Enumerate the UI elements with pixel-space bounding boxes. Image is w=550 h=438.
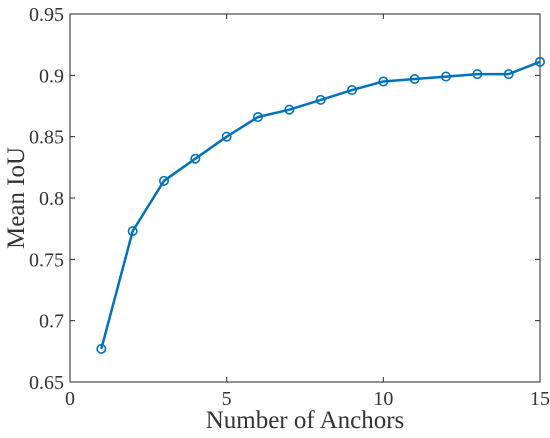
y-tick-label: 0.95 xyxy=(29,4,64,26)
data-point xyxy=(472,69,483,80)
y-axis-label: Mean IoU xyxy=(3,147,30,249)
x-axis: 0 5 10 15 xyxy=(65,14,550,410)
y-tick-label: 0.65 xyxy=(29,372,64,394)
x-tick-label: 5 xyxy=(222,388,232,410)
series-layer xyxy=(96,56,545,354)
data-point xyxy=(190,153,201,164)
plot-area xyxy=(69,13,541,383)
x-tick-label: 10 xyxy=(373,388,393,410)
data-point xyxy=(378,76,389,87)
y-tick-label: 0.75 xyxy=(29,249,64,271)
y-tick-label: 0.85 xyxy=(29,127,64,149)
series-line xyxy=(100,60,541,350)
y-axis: 0.65 0.7 0.75 0.8 0.85 0.9 0.95 xyxy=(29,4,540,394)
x-tick-label: 0 xyxy=(65,388,75,410)
data-point xyxy=(409,74,420,85)
x-axis-label: Number of Anchors xyxy=(206,407,405,434)
data-point xyxy=(284,104,295,115)
data-point xyxy=(253,112,264,123)
data-point xyxy=(315,94,326,105)
y-tick-label: 0.7 xyxy=(39,311,64,333)
data-point xyxy=(159,175,170,186)
y-tick-label: 0.9 xyxy=(39,65,64,87)
data-point xyxy=(96,343,107,354)
data-point xyxy=(503,69,514,80)
data-point xyxy=(346,85,357,96)
data-point xyxy=(221,131,232,142)
x-tick-label: 15 xyxy=(530,388,550,410)
y-tick-label: 0.8 xyxy=(39,188,64,210)
data-point xyxy=(127,226,138,237)
data-point xyxy=(440,71,451,82)
data-point xyxy=(534,56,545,67)
